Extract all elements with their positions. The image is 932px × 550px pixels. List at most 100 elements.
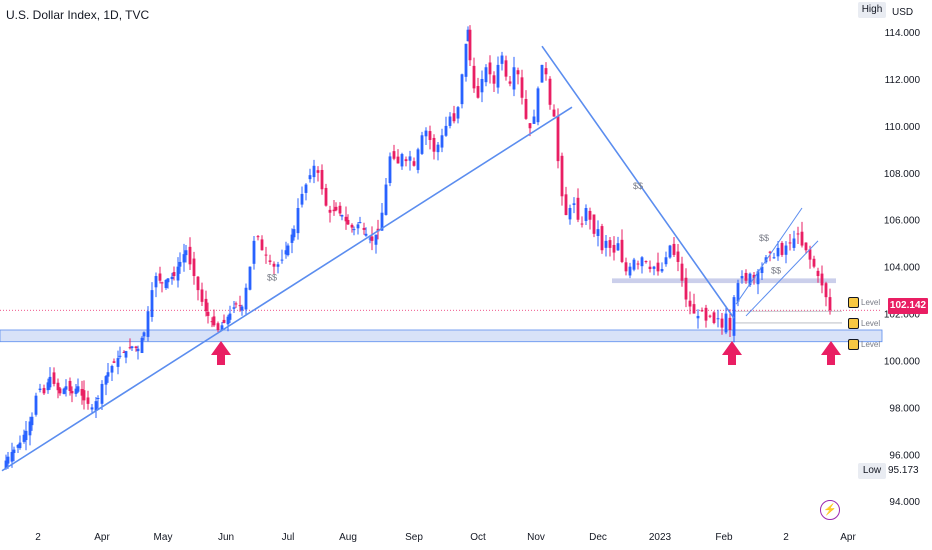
- resistance-zone: [612, 278, 836, 284]
- level-tag-2[interactable]: Level: [848, 318, 880, 330]
- candle-body: [24, 430, 28, 441]
- candle-body: [564, 194, 568, 216]
- candle-body: [12, 449, 16, 454]
- candle-body: [636, 263, 640, 265]
- candle-body: [170, 276, 174, 280]
- candle-body: [196, 276, 200, 291]
- candle-body: [188, 246, 192, 265]
- candle-body: [536, 88, 540, 123]
- candle-body: [34, 395, 38, 415]
- candle-body: [708, 315, 712, 317]
- candle-body: [440, 135, 444, 148]
- candle-body: [4, 460, 8, 469]
- candle-body: [220, 325, 224, 330]
- trendline[interactable]: [1, 106, 573, 472]
- candle-body: [804, 242, 808, 251]
- candle-body: [166, 278, 170, 283]
- candle-body: [238, 305, 242, 307]
- candle-body: [408, 156, 412, 161]
- candle-body: [58, 388, 62, 394]
- candle-body: [752, 274, 756, 279]
- candle-body: [100, 383, 104, 404]
- candle-body: [106, 372, 110, 377]
- candle-body: [768, 251, 772, 253]
- y-tick-label: 104.000: [884, 263, 921, 274]
- level-label: Level: [861, 319, 881, 328]
- candle-body: [604, 240, 608, 248]
- candle-body: [668, 245, 672, 258]
- candle-body: [164, 279, 168, 288]
- candle-body: [96, 398, 100, 400]
- candle-body: [648, 266, 652, 269]
- candle-body: [660, 269, 664, 272]
- candle-body: [184, 250, 188, 256]
- last-price-tag: 102.142: [888, 298, 928, 314]
- candle-body: [150, 290, 154, 317]
- y-tick-label: 114.000: [885, 28, 921, 39]
- x-tick-label: Apr: [840, 532, 856, 543]
- candle-body: [664, 257, 668, 265]
- candle-body: [416, 149, 420, 170]
- candle-body: [580, 223, 584, 225]
- candle-body: [22, 434, 26, 442]
- candle-body: [346, 219, 350, 225]
- candle-body: [350, 224, 354, 228]
- candle-body: [500, 55, 504, 64]
- candle-body: [252, 240, 256, 264]
- alert-icon: [848, 297, 859, 309]
- level-tag-3[interactable]: Level: [848, 339, 880, 351]
- x-tick-label: Nov: [527, 532, 545, 543]
- trendline[interactable]: [541, 45, 735, 319]
- candle-body: [244, 287, 248, 310]
- x-tick-label: 2: [783, 532, 789, 543]
- candle-body: [592, 214, 596, 234]
- level-tag-1[interactable]: Level: [848, 297, 880, 309]
- candle-body: [356, 224, 360, 229]
- candle-body: [364, 233, 368, 236]
- trendline[interactable]: [735, 207, 803, 305]
- candle-body: [240, 306, 244, 311]
- candle-body: [464, 43, 468, 77]
- y-tick-label: 98.000: [889, 403, 920, 414]
- candle-body: [82, 390, 86, 401]
- high-label: High: [858, 2, 886, 18]
- candle-body: [632, 259, 636, 270]
- y-tick-label: 112.000: [885, 75, 921, 86]
- candle-body: [776, 247, 780, 257]
- candle-body: [512, 67, 516, 90]
- candle-body: [290, 234, 294, 243]
- candle-body: [90, 407, 94, 410]
- candle-body: [466, 29, 470, 42]
- candle-body: [134, 346, 138, 348]
- candle-body: [334, 206, 338, 211]
- candle-body: [744, 272, 748, 281]
- candle-body: [122, 351, 126, 353]
- candle-body: [76, 386, 80, 392]
- candle-body: [104, 376, 108, 385]
- candle-body: [824, 283, 828, 298]
- candle-body: [304, 184, 308, 193]
- candle-body: [748, 273, 752, 286]
- candle-body: [400, 154, 404, 167]
- candle-body: [206, 311, 210, 316]
- candle-body: [10, 451, 14, 462]
- candle-body: [552, 109, 556, 117]
- candle-body: [696, 315, 700, 319]
- candle-body: [140, 337, 144, 354]
- alert-icon: [848, 318, 859, 330]
- candle-body: [544, 68, 548, 75]
- candle-body: [388, 156, 392, 184]
- candle-body: [226, 316, 230, 325]
- candle-body: [16, 444, 20, 448]
- candle-body: [222, 319, 226, 323]
- candle-body: [178, 261, 182, 267]
- up-arrow-marker: [821, 341, 841, 365]
- x-tick-label: Oct: [470, 532, 486, 543]
- trendline[interactable]: [745, 240, 819, 317]
- candle-body: [276, 264, 280, 267]
- lightning-icon[interactable]: ⚡: [820, 500, 840, 520]
- candle-body: [424, 130, 428, 137]
- level-label: Level: [861, 340, 881, 349]
